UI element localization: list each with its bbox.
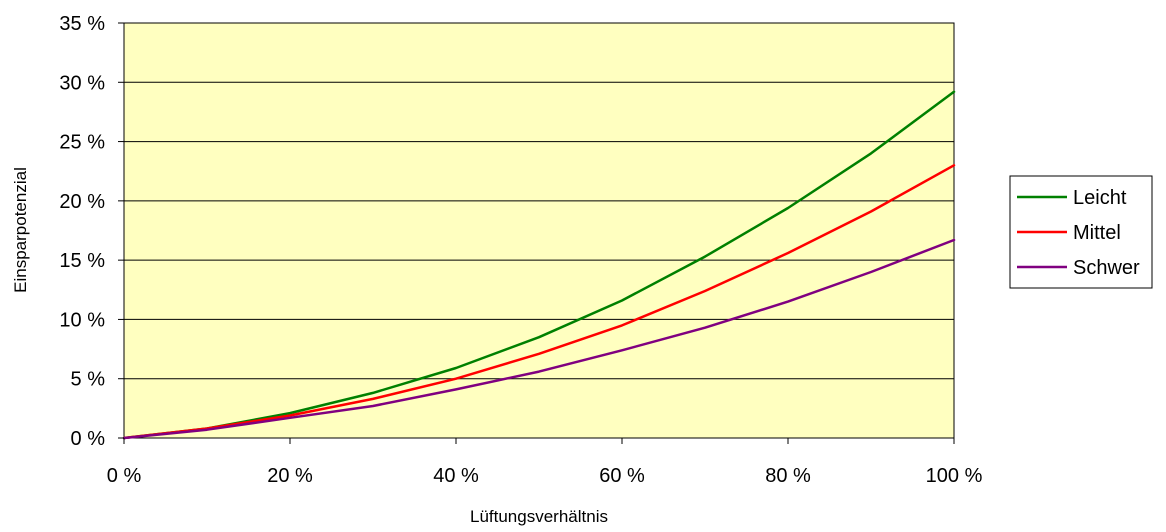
y-tick-label-7: 35 % — [59, 13, 105, 35]
y-axis-ticks: 0 % 5 % 10 % 15 % 20 % 25 % 30 % 35 % — [59, 13, 124, 450]
series-line-mittel — [122, 164, 956, 440]
y-axis-title: Einsparpotenzial — [11, 167, 30, 293]
x-axis-title: Lüftungsverhältnis — [470, 507, 608, 526]
x-axis-ticks: 0 % 20 % 40 % 60 % 80 % 100 % — [107, 438, 983, 487]
series-line-schwer — [122, 238, 956, 440]
x-tick-label-4: 80 % — [765, 465, 811, 487]
x-tick-label-0: 0 % — [107, 465, 142, 487]
x-tick-label-2: 40 % — [433, 465, 479, 487]
y-tick-label-0: 0 % — [71, 428, 106, 450]
series-line-leicht — [122, 90, 956, 440]
y-tick-label-3: 15 % — [59, 250, 105, 272]
legend-label-schwer: Schwer — [1073, 257, 1140, 279]
x-tick-label-1: 20 % — [267, 465, 313, 487]
y-tick-label-4: 20 % — [59, 191, 105, 213]
legend-label-leicht: Leicht — [1073, 187, 1127, 209]
gridlines — [124, 81, 954, 380]
x-tick-label-5: 100 % — [926, 465, 983, 487]
series-lines — [122, 90, 956, 440]
y-tick-label-6: 30 % — [59, 72, 105, 94]
y-tick-label-5: 25 % — [59, 132, 105, 154]
legend-label-mittel: Mittel — [1073, 222, 1121, 244]
legend: Leicht Mittel Schwer — [1017, 187, 1140, 279]
x-tick-label-3: 60 % — [599, 465, 645, 487]
plot-area — [123, 22, 955, 439]
y-tick-label-1: 5 % — [71, 369, 106, 391]
y-tick-label-2: 10 % — [59, 309, 105, 331]
